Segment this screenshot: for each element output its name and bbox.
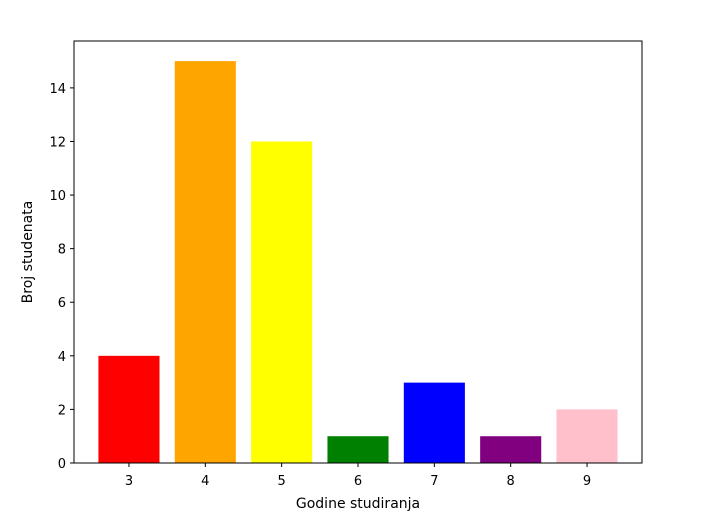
x-tick-label: 7 [430,474,438,489]
x-tick-label: 4 [201,474,209,489]
x-axis-ticks: 3 4 5 6 7 8 9 [125,463,591,489]
x-tick-label: 9 [583,474,591,489]
bar-3 [98,355,160,463]
y-tick-label: 2 [58,403,66,418]
x-tick-label: 3 [125,474,133,489]
bar-4 [174,61,236,463]
bars-group [98,61,618,464]
y-axis-ticks: 0 2 4 6 8 10 12 14 [49,82,74,472]
bar-5 [251,141,313,464]
x-tick-label: 5 [278,474,286,489]
bar-8 [480,436,542,463]
y-tick-label: 12 [49,135,66,150]
y-tick-label: 0 [58,457,66,472]
bar-6 [327,436,389,463]
bar-7 [403,382,465,463]
y-tick-label: 4 [58,350,66,365]
y-tick-label: 10 [49,189,66,204]
plot-frame [73,40,643,464]
y-tick-label: 6 [58,296,66,311]
y-tick-label: 14 [49,82,66,97]
plot-area [74,41,642,463]
x-axis-title: Godine studiranja [296,496,420,512]
bar-9 [556,409,618,463]
x-tick-label: 6 [354,474,362,489]
y-axis-title: Broj studenata [20,201,36,304]
x-tick-label: 8 [507,474,515,489]
y-tick-label: 8 [58,243,66,258]
